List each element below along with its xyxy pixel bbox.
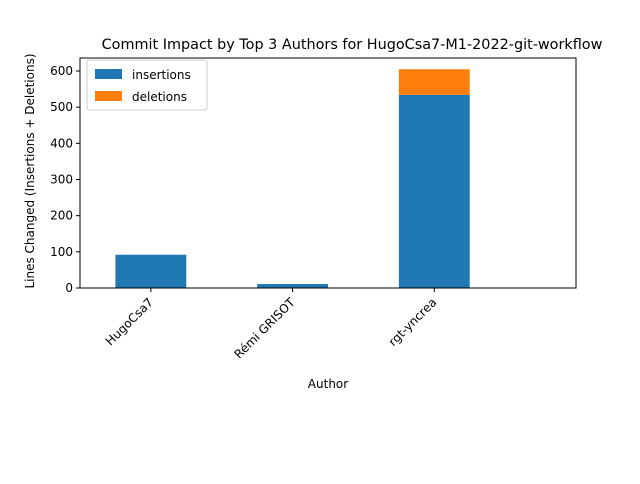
legend-label-insertions: insertions [132,68,191,82]
legend: insertions deletions [86,59,208,111]
y-tick-label: 400 [50,136,73,150]
y-tick-label: 0 [65,281,73,295]
y-tick-label: 600 [50,64,73,78]
y-tick-label: 200 [50,209,73,223]
legend-swatch-insertions [95,69,122,79]
bar-insertions-0 [115,254,187,288]
legend-swatch-deletions [95,91,122,101]
bar-insertions-2 [398,94,470,288]
chart-title: Commit Impact by Top 3 Authors for HugoC… [102,37,603,53]
bar-insertions-1 [257,284,328,288]
bars-layer [115,69,470,288]
y-axis-label: Lines Changed (Insertions + Deletions) [23,53,37,288]
bar-deletions-2 [398,69,470,95]
legend-label-deletions: deletions [132,90,187,104]
y-tick-label: 300 [50,173,73,187]
plot-frame [79,57,577,289]
x-axis-label: Author [308,377,348,391]
y-tick-label: 500 [50,100,73,114]
y-tick-label: 100 [50,245,73,259]
